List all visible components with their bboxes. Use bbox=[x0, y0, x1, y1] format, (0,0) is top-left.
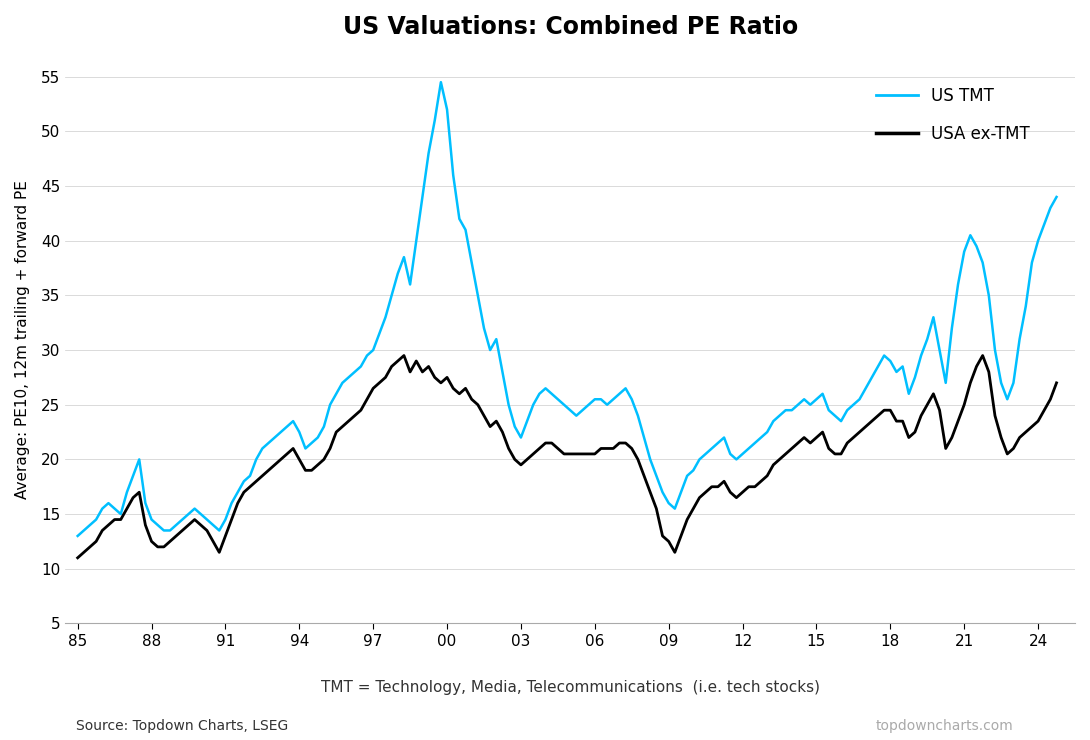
USA ex-TMT bbox=[398, 351, 411, 360]
Text: TMT = Technology, Media, Telecommunications  (i.e. tech stocks): TMT = Technology, Media, Telecommunicati… bbox=[320, 680, 820, 696]
Line: US TMT: US TMT bbox=[77, 82, 1056, 536]
US TMT bbox=[348, 368, 361, 377]
US TMT bbox=[877, 351, 891, 360]
Y-axis label: Average: PE10, 12m trailing + forward PE: Average: PE10, 12m trailing + forward PE bbox=[15, 180, 31, 499]
USA ex-TMT bbox=[619, 439, 632, 448]
Text: topdowncharts.com: topdowncharts.com bbox=[876, 719, 1014, 733]
USA ex-TMT bbox=[1050, 378, 1063, 387]
US TMT bbox=[712, 439, 725, 448]
USA ex-TMT bbox=[1007, 444, 1020, 453]
US TMT bbox=[1050, 192, 1063, 201]
USA ex-TMT bbox=[71, 554, 84, 562]
USA ex-TMT bbox=[877, 406, 891, 414]
USA ex-TMT bbox=[712, 482, 725, 491]
Line: USA ex-TMT: USA ex-TMT bbox=[77, 355, 1056, 558]
US TMT bbox=[268, 433, 281, 442]
USA ex-TMT bbox=[348, 411, 361, 420]
US TMT bbox=[1007, 378, 1020, 387]
Title: US Valuations: Combined PE Ratio: US Valuations: Combined PE Ratio bbox=[342, 15, 798, 39]
Text: Source: Topdown Charts, LSEG: Source: Topdown Charts, LSEG bbox=[76, 719, 289, 733]
US TMT bbox=[619, 384, 632, 393]
Legend: US TMT, USA ex-TMT: US TMT, USA ex-TMT bbox=[870, 80, 1037, 149]
US TMT bbox=[434, 78, 447, 87]
USA ex-TMT bbox=[268, 460, 281, 469]
US TMT bbox=[71, 531, 84, 540]
